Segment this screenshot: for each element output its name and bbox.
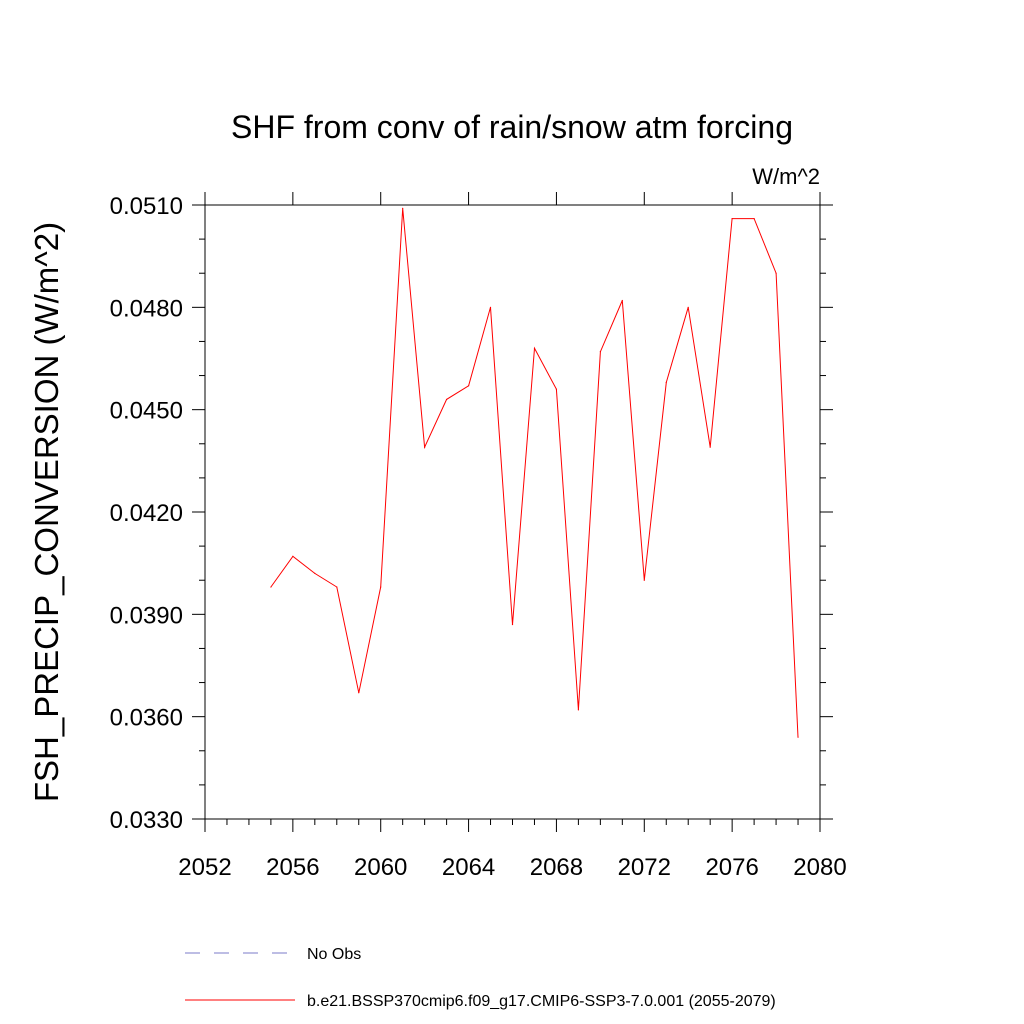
y-tick-label: 0.0420: [110, 500, 183, 527]
series-point: [489, 306, 492, 308]
y-tick-label: 0.0390: [110, 602, 183, 629]
units-label: W/m^2: [752, 164, 820, 189]
series-point: [687, 306, 689, 308]
series-point: [577, 709, 579, 711]
series-point: [555, 388, 558, 390]
series-point: [797, 736, 799, 738]
y-tick-label: 0.0510: [110, 193, 183, 220]
legend-label: No Obs: [307, 946, 361, 963]
series-point: [511, 623, 514, 626]
series-point: [358, 692, 360, 694]
series-line: [270, 208, 799, 738]
x-tick-label: 2068: [530, 854, 583, 881]
series-point: [775, 272, 777, 274]
chart-title: SHF from conv of rain/snow atm forcing: [231, 109, 793, 145]
y-tick-label: 0.0450: [110, 398, 183, 425]
series-point: [467, 385, 470, 387]
x-tick-label: 2076: [705, 854, 758, 881]
series-point: [292, 555, 294, 557]
series-point: [380, 586, 382, 588]
y-tick-label: 0.0360: [110, 705, 183, 732]
x-tick-label: 2052: [178, 854, 231, 881]
series-point: [446, 398, 448, 401]
series-point: [533, 347, 536, 349]
series-point: [270, 586, 272, 588]
series-point: [314, 572, 316, 575]
x-tick-label: 2072: [618, 854, 671, 881]
series-point: [599, 351, 601, 353]
x-tick-label: 2056: [266, 854, 319, 881]
x-tick-label: 2080: [793, 854, 846, 881]
series-point: [336, 586, 338, 588]
x-axis: 2052 2056 2060 2064 2068 2072 2076 2080: [178, 192, 847, 881]
series-layer: [270, 207, 799, 738]
y-tick-label: 0.0330: [110, 807, 183, 834]
series-point: [402, 207, 404, 210]
series-point: [753, 218, 755, 220]
x-tick-label: 2064: [442, 854, 495, 881]
y-axis: 0.0330 0.0360 0.0390 0.0420 0.0450 0.0480 0.05…: [110, 193, 833, 834]
series-point: [424, 446, 426, 448]
series-point: [709, 446, 711, 448]
legend-label: b.e21.BSSP370cmip6.f09_g17.CMIP6-SSP3-7.…: [307, 993, 776, 1010]
series-point: [643, 579, 645, 581]
x-tick-label: 2060: [354, 854, 407, 881]
series-point: [731, 218, 733, 220]
y-axis-label: FSH_PRECIP_CONVERSION (W/m^2): [28, 222, 65, 802]
series-point: [665, 381, 667, 383]
y-tick-label: 0.0480: [110, 295, 183, 322]
series-point: [621, 299, 623, 302]
plot-frame: [204, 204, 821, 820]
legend: No Obs b.e21.BSSP370cmip6.f09_g17.CMIP6-S…: [185, 946, 776, 1010]
